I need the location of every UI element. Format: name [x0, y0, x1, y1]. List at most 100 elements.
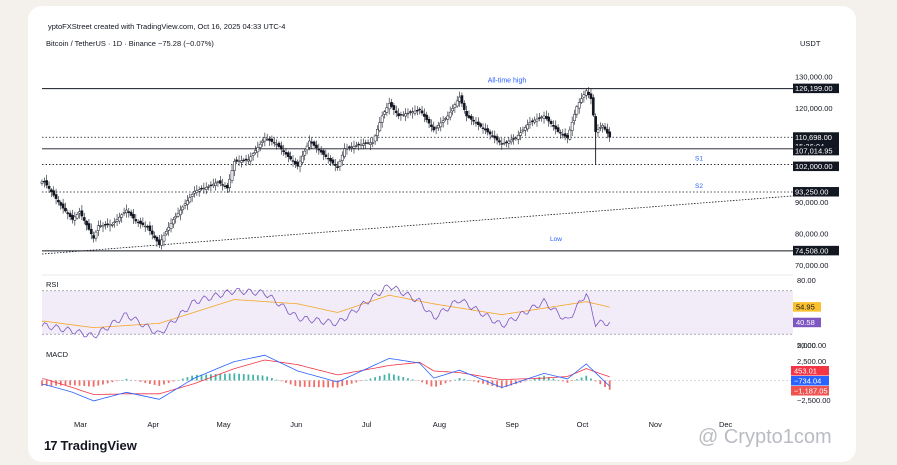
bear-candle	[505, 141, 508, 144]
macd-histogram-bar	[191, 375, 194, 381]
bull-candle	[519, 132, 522, 136]
bear-candle	[399, 114, 403, 116]
bear-candle	[460, 95, 464, 104]
macd-histogram-bar	[195, 374, 198, 381]
bull-candle	[247, 159, 250, 162]
macd-histogram-bar	[78, 380, 81, 386]
bear-candle	[319, 149, 323, 153]
bear-candle	[294, 161, 297, 165]
macd-histogram-bar	[116, 380, 118, 382]
bull-candle	[444, 118, 447, 120]
macd-histogram-bar	[69, 380, 72, 386]
bull-candle	[115, 219, 119, 222]
bear-candle	[286, 152, 290, 157]
tradingview-logo[interactable]: 17 TradingView	[44, 438, 137, 453]
bull-candle	[254, 150, 257, 154]
rsi-ma-value: 54.95	[796, 303, 815, 312]
macd-histogram-bar	[580, 377, 583, 381]
bear-candle	[476, 121, 480, 125]
bear-candle	[397, 113, 400, 117]
bull-candle	[113, 221, 117, 224]
bull-candle	[573, 114, 576, 121]
bear-candle	[474, 122, 478, 124]
bull-candle	[195, 190, 199, 193]
bear-candle	[106, 223, 110, 225]
bear-candle	[141, 222, 145, 226]
bear-candle	[244, 158, 248, 161]
macd-histogram-bar	[224, 373, 226, 381]
bull-candle	[99, 225, 102, 227]
macd-histogram-bar	[88, 380, 90, 387]
macd-histogram-bar	[421, 380, 423, 383]
watermark: @ Crypto1com	[698, 426, 832, 448]
bull-candle	[197, 189, 201, 192]
bull-candle	[193, 190, 196, 194]
rsi-axis-tick: 80.00	[797, 276, 816, 285]
macd-histogram-bar	[299, 380, 301, 387]
macd-histogram-bar	[322, 380, 325, 388]
macd-histogram-bar	[214, 374, 217, 381]
bear-candle	[603, 126, 607, 130]
macd-histogram-bar	[505, 380, 508, 387]
bear-candle	[591, 97, 595, 116]
price-axis-tick: 130,000.00	[795, 73, 833, 82]
bull-candle	[94, 231, 98, 239]
macd-histogram-bar	[144, 380, 147, 383]
bull-candle	[577, 102, 581, 109]
bear-candle	[530, 120, 534, 122]
bull-candle	[108, 224, 112, 227]
bear-candle	[336, 166, 339, 168]
bear-candle	[394, 110, 398, 114]
bull-candle	[387, 103, 391, 110]
bull-candle	[256, 147, 260, 153]
macd-histogram-bar	[585, 375, 588, 381]
macd-histogram-bar	[425, 380, 428, 385]
bull-candle	[514, 137, 518, 139]
bear-candle	[547, 116, 551, 122]
macd-histogram-bar	[92, 380, 95, 387]
macd-histogram-bar	[360, 380, 362, 382]
bull-candle	[233, 161, 236, 171]
bull-candle	[167, 227, 171, 231]
price-axis-tick: 120,000.00	[795, 104, 833, 113]
bull-candle	[521, 129, 525, 132]
bull-candle	[509, 139, 513, 143]
macd-histogram-bar	[266, 376, 269, 381]
macd-histogram-bar	[200, 374, 203, 381]
bull-candle	[378, 122, 382, 132]
bull-candle	[338, 161, 342, 167]
low-label: Low	[550, 236, 562, 243]
macd-histogram-bar	[106, 380, 109, 384]
macd-histogram-bar	[153, 380, 156, 385]
rsi-ma-value-bg	[793, 302, 821, 312]
bear-candle	[85, 220, 88, 226]
bear-candle	[270, 138, 274, 142]
bull-candle	[301, 155, 304, 163]
price-axis-tick: 70,000.00	[795, 261, 828, 270]
macd-histogram-bar	[308, 380, 311, 387]
macd-histogram-bar	[392, 374, 395, 381]
bear-candle	[71, 214, 74, 220]
macd-value: −734.04	[794, 377, 821, 386]
bull-candle	[251, 153, 255, 156]
bull-candle	[160, 239, 163, 246]
bear-candle	[491, 135, 494, 137]
bull-candle	[371, 142, 375, 144]
macd-histogram-bar	[252, 374, 255, 381]
bull-candle	[523, 127, 527, 131]
bull-candle	[448, 111, 452, 118]
macd-histogram-bar	[458, 378, 461, 381]
price-axis-tick: 90,000.00	[795, 198, 828, 207]
tradingview-logo-text: TradingView	[60, 438, 137, 453]
bear-candle	[500, 143, 504, 145]
macd-signal-value-bg	[791, 366, 829, 376]
bear-candle	[512, 138, 515, 140]
bear-candle	[284, 152, 288, 155]
bull-candle	[125, 209, 128, 214]
bear-candle	[594, 116, 597, 132]
bear-candle	[57, 199, 60, 203]
bull-candle	[169, 223, 173, 229]
time-axis-tick: Oct	[577, 420, 590, 429]
bear-candle	[589, 93, 593, 99]
